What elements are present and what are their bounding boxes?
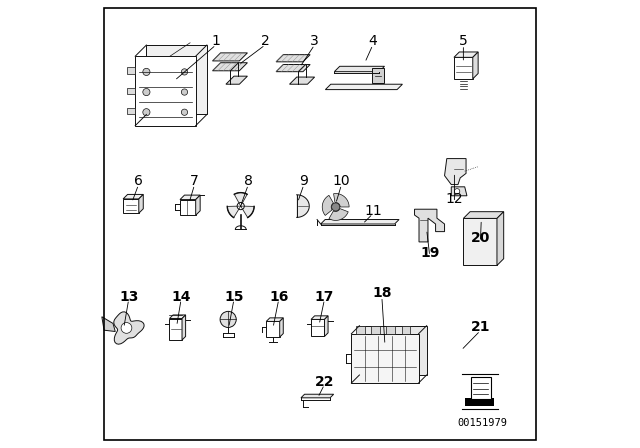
Polygon shape	[114, 312, 144, 344]
Polygon shape	[147, 45, 207, 115]
Polygon shape	[454, 52, 478, 57]
Polygon shape	[297, 195, 309, 217]
Polygon shape	[241, 206, 254, 218]
Circle shape	[454, 189, 460, 194]
Text: 15: 15	[224, 289, 244, 304]
Polygon shape	[329, 209, 348, 220]
Polygon shape	[226, 76, 248, 84]
Text: 12: 12	[445, 192, 463, 207]
Polygon shape	[127, 67, 135, 74]
Polygon shape	[170, 315, 186, 319]
Polygon shape	[180, 200, 196, 215]
Text: 3: 3	[310, 34, 319, 48]
Polygon shape	[135, 56, 196, 125]
Text: 4: 4	[369, 34, 377, 48]
Polygon shape	[334, 66, 385, 72]
Text: 16: 16	[269, 289, 289, 304]
Polygon shape	[102, 317, 115, 332]
Polygon shape	[139, 194, 143, 213]
Text: 9: 9	[300, 174, 308, 189]
Polygon shape	[212, 63, 248, 71]
Polygon shape	[276, 65, 310, 72]
Polygon shape	[196, 195, 200, 215]
Text: 1: 1	[212, 34, 221, 48]
Text: 13: 13	[119, 289, 138, 304]
Circle shape	[143, 89, 150, 96]
Polygon shape	[266, 318, 284, 322]
Polygon shape	[321, 220, 399, 224]
Polygon shape	[324, 316, 328, 336]
Circle shape	[181, 69, 188, 75]
Polygon shape	[401, 326, 410, 334]
Circle shape	[121, 323, 132, 333]
Circle shape	[332, 203, 340, 211]
Polygon shape	[212, 53, 248, 61]
Circle shape	[143, 109, 150, 116]
Polygon shape	[127, 108, 135, 115]
Polygon shape	[463, 211, 504, 218]
Polygon shape	[123, 194, 143, 199]
Circle shape	[143, 69, 150, 76]
Text: 22: 22	[315, 375, 334, 389]
Text: 10: 10	[333, 174, 350, 189]
Circle shape	[220, 311, 236, 327]
Polygon shape	[356, 326, 365, 334]
Polygon shape	[325, 84, 403, 90]
Polygon shape	[311, 319, 324, 336]
Text: 20: 20	[470, 231, 490, 246]
Bar	[465, 398, 494, 406]
Text: 6: 6	[134, 174, 143, 189]
Polygon shape	[180, 195, 200, 200]
Polygon shape	[266, 322, 280, 337]
Circle shape	[237, 202, 244, 210]
Polygon shape	[451, 187, 467, 196]
Polygon shape	[227, 206, 241, 218]
Polygon shape	[360, 326, 427, 375]
Text: 8: 8	[244, 174, 253, 189]
Text: 5: 5	[459, 34, 468, 48]
Polygon shape	[182, 315, 186, 340]
Polygon shape	[497, 211, 504, 265]
Polygon shape	[387, 326, 396, 334]
Polygon shape	[301, 394, 333, 398]
Polygon shape	[323, 195, 333, 215]
Polygon shape	[454, 57, 473, 79]
Text: 7: 7	[190, 174, 199, 189]
Text: 21: 21	[470, 320, 490, 334]
Polygon shape	[333, 194, 349, 207]
Text: 17: 17	[315, 289, 334, 304]
Text: 2: 2	[261, 34, 269, 48]
Polygon shape	[415, 209, 445, 242]
Polygon shape	[289, 77, 315, 84]
Text: 00151979: 00151979	[457, 418, 507, 428]
Text: 11: 11	[364, 204, 381, 219]
Text: 19: 19	[420, 246, 440, 260]
Polygon shape	[123, 199, 139, 213]
Bar	[470, 377, 491, 399]
Polygon shape	[280, 318, 284, 337]
Polygon shape	[371, 326, 380, 334]
Polygon shape	[372, 68, 383, 83]
Polygon shape	[351, 334, 419, 383]
Polygon shape	[234, 193, 247, 206]
Text: 14: 14	[172, 289, 191, 304]
Polygon shape	[276, 55, 310, 62]
Polygon shape	[473, 52, 478, 79]
Polygon shape	[170, 319, 182, 340]
Text: 18: 18	[372, 286, 392, 301]
Circle shape	[181, 89, 188, 95]
Polygon shape	[445, 159, 466, 185]
Circle shape	[181, 109, 188, 116]
Polygon shape	[127, 87, 135, 95]
Polygon shape	[463, 218, 497, 265]
Polygon shape	[311, 316, 328, 319]
